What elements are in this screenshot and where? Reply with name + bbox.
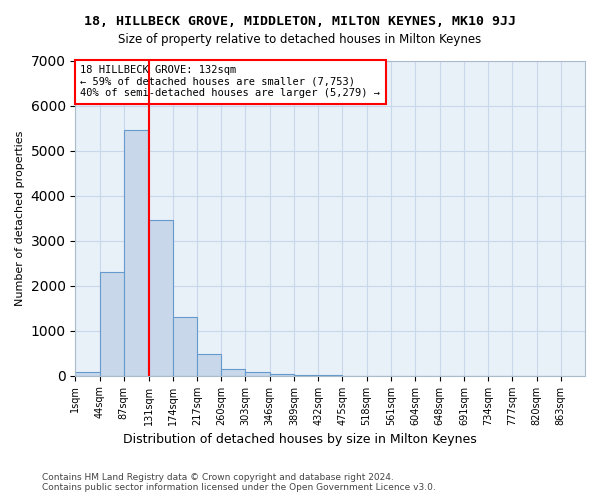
Bar xyxy=(124,130,148,376)
Bar xyxy=(149,220,173,376)
Bar xyxy=(76,372,100,376)
Bar xyxy=(197,354,221,376)
Bar xyxy=(245,372,269,376)
Text: 18 HILLBECK GROVE: 132sqm
← 59% of detached houses are smaller (7,753)
40% of se: 18 HILLBECK GROVE: 132sqm ← 59% of detac… xyxy=(80,65,380,98)
Bar xyxy=(221,368,245,376)
Text: Contains public sector information licensed under the Open Government Licence v3: Contains public sector information licen… xyxy=(42,484,436,492)
Y-axis label: Number of detached properties: Number of detached properties xyxy=(15,130,25,306)
Text: Distribution of detached houses by size in Milton Keynes: Distribution of detached houses by size … xyxy=(123,432,477,446)
Text: Contains HM Land Registry data © Crown copyright and database right 2024.: Contains HM Land Registry data © Crown c… xyxy=(42,472,394,482)
Text: 18, HILLBECK GROVE, MIDDLETON, MILTON KEYNES, MK10 9JJ: 18, HILLBECK GROVE, MIDDLETON, MILTON KE… xyxy=(84,15,516,28)
Bar xyxy=(100,272,124,376)
Bar xyxy=(294,375,318,376)
Bar xyxy=(173,317,197,376)
Text: Size of property relative to detached houses in Milton Keynes: Size of property relative to detached ho… xyxy=(118,32,482,46)
Bar xyxy=(269,374,294,376)
